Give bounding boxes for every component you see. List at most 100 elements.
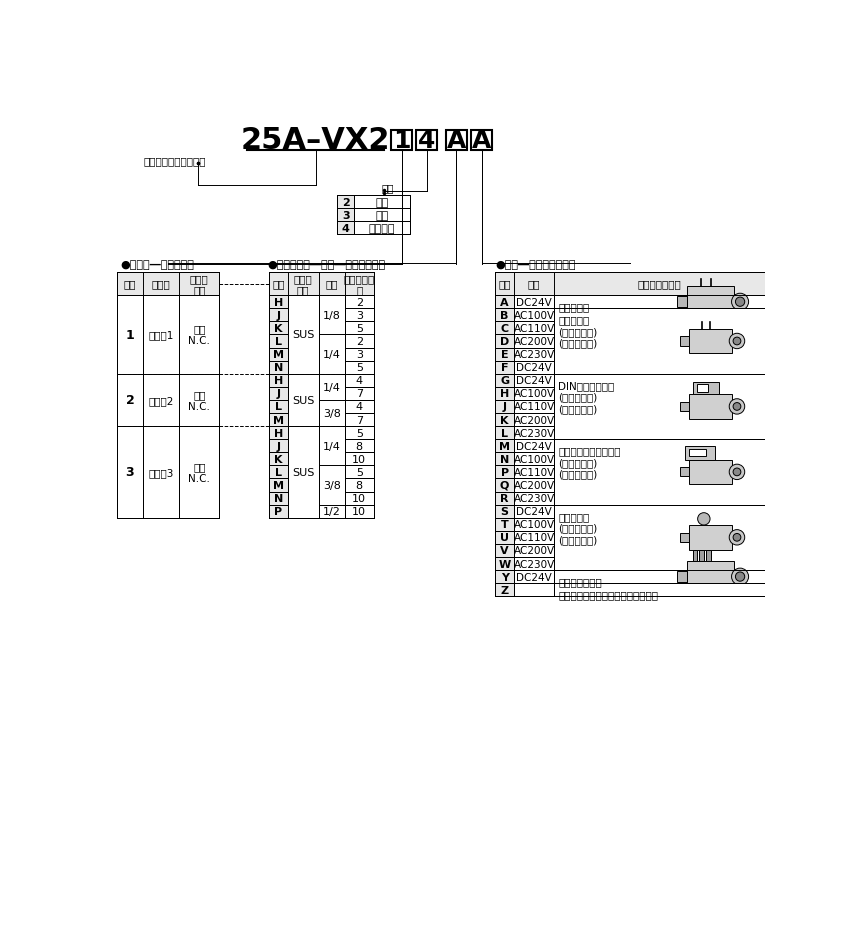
Bar — [117, 273, 219, 296]
Bar — [496, 492, 514, 505]
Bar — [345, 426, 374, 439]
Bar — [554, 309, 765, 375]
Bar — [287, 375, 319, 426]
Text: L: L — [275, 402, 282, 412]
Text: SUS: SUS — [292, 330, 314, 340]
Text: 3: 3 — [356, 349, 363, 360]
Bar — [496, 387, 514, 400]
Bar — [143, 426, 179, 518]
Text: 1: 1 — [394, 129, 411, 152]
Text: 8: 8 — [355, 480, 363, 490]
Bar — [689, 395, 732, 419]
Bar — [496, 544, 514, 557]
Text: 記号: 記号 — [272, 279, 285, 289]
Circle shape — [729, 400, 745, 414]
Bar — [496, 557, 514, 570]
Bar — [514, 583, 554, 597]
Bar — [496, 452, 514, 466]
Bar — [345, 479, 374, 492]
Text: 1/4: 1/4 — [323, 382, 341, 392]
Bar — [689, 450, 706, 457]
Text: コンジットターミナル
(サージ電圧)
(保護回路付): コンジットターミナル (サージ電圧) (保護回路付) — [558, 446, 620, 479]
Bar — [680, 402, 689, 412]
Circle shape — [733, 468, 741, 476]
Bar — [496, 583, 514, 597]
Text: AC230V: AC230V — [513, 428, 555, 438]
Bar — [269, 273, 374, 296]
Text: AC230V: AC230V — [513, 559, 555, 569]
Bar — [179, 426, 219, 518]
Circle shape — [735, 298, 745, 307]
Circle shape — [733, 337, 741, 346]
Bar — [345, 400, 374, 413]
Text: 単体
N.C.: 単体 N.C. — [189, 389, 210, 412]
Text: 単体
N.C.: 単体 N.C. — [189, 324, 210, 346]
Text: その他の電圧および電気オプション: その他の電圧および電気オプション — [558, 590, 658, 600]
Bar — [514, 349, 554, 362]
Text: ●サイズ―流体弁形式: ●サイズ―流体弁形式 — [120, 260, 194, 270]
Bar — [269, 452, 287, 466]
Text: 流体弁
形式: 流体弁 形式 — [190, 273, 208, 295]
Bar — [345, 413, 374, 426]
Text: AC110V: AC110V — [513, 467, 555, 477]
Text: L: L — [275, 337, 282, 347]
Text: 10: 10 — [352, 493, 366, 503]
Text: Y: Y — [501, 572, 508, 582]
Text: 1: 1 — [126, 328, 134, 341]
Bar — [496, 322, 514, 335]
Bar — [496, 273, 765, 296]
Bar — [445, 131, 467, 151]
Bar — [337, 196, 354, 209]
Text: 記号: 記号 — [498, 279, 511, 289]
Bar — [514, 375, 554, 387]
Bar — [689, 329, 732, 354]
Bar — [269, 466, 287, 479]
Bar — [706, 551, 711, 562]
Text: グロメット
(サージ電圧)
(保護回路付): グロメット (サージ電圧) (保護回路付) — [558, 315, 598, 349]
Text: B: B — [501, 311, 509, 321]
Text: 25A–VX2: 25A–VX2 — [241, 126, 390, 155]
Text: AC200V: AC200V — [513, 480, 554, 490]
Circle shape — [729, 464, 745, 480]
Text: 3: 3 — [126, 466, 134, 479]
Text: 5: 5 — [356, 362, 363, 373]
Bar — [514, 426, 554, 439]
Bar — [688, 287, 734, 318]
Bar — [345, 505, 374, 518]
Text: P: P — [501, 467, 508, 477]
Bar — [345, 335, 374, 349]
Circle shape — [729, 530, 745, 545]
Bar — [345, 309, 374, 322]
Bar — [117, 426, 143, 518]
Bar — [694, 382, 719, 395]
Text: A: A — [501, 298, 509, 308]
Bar — [514, 570, 554, 583]
Text: 単体
N.C.: 単体 N.C. — [189, 462, 210, 483]
Text: SUS: SUS — [292, 396, 314, 405]
Bar — [416, 131, 437, 151]
Bar — [345, 387, 374, 400]
Bar — [143, 296, 179, 375]
Bar — [269, 413, 287, 426]
Text: AC230V: AC230V — [513, 349, 555, 360]
Bar — [514, 296, 554, 309]
Bar — [319, 505, 345, 518]
Bar — [698, 385, 708, 392]
Bar — [496, 426, 514, 439]
Text: M: M — [273, 349, 284, 360]
Text: 1/4: 1/4 — [323, 441, 341, 451]
Text: 口径: 口径 — [326, 279, 338, 289]
Text: DC24V: DC24V — [516, 375, 552, 386]
Bar — [345, 439, 374, 452]
Bar — [496, 531, 514, 544]
Text: 7: 7 — [355, 389, 363, 399]
Text: J: J — [276, 389, 280, 399]
Text: 4: 4 — [355, 402, 363, 412]
Bar — [514, 544, 554, 557]
Text: 3/8: 3/8 — [323, 480, 341, 490]
Text: P: P — [275, 506, 282, 516]
Bar — [269, 375, 287, 387]
Text: K: K — [274, 324, 282, 334]
Bar — [319, 375, 345, 400]
Text: 3/8: 3/8 — [323, 409, 341, 418]
